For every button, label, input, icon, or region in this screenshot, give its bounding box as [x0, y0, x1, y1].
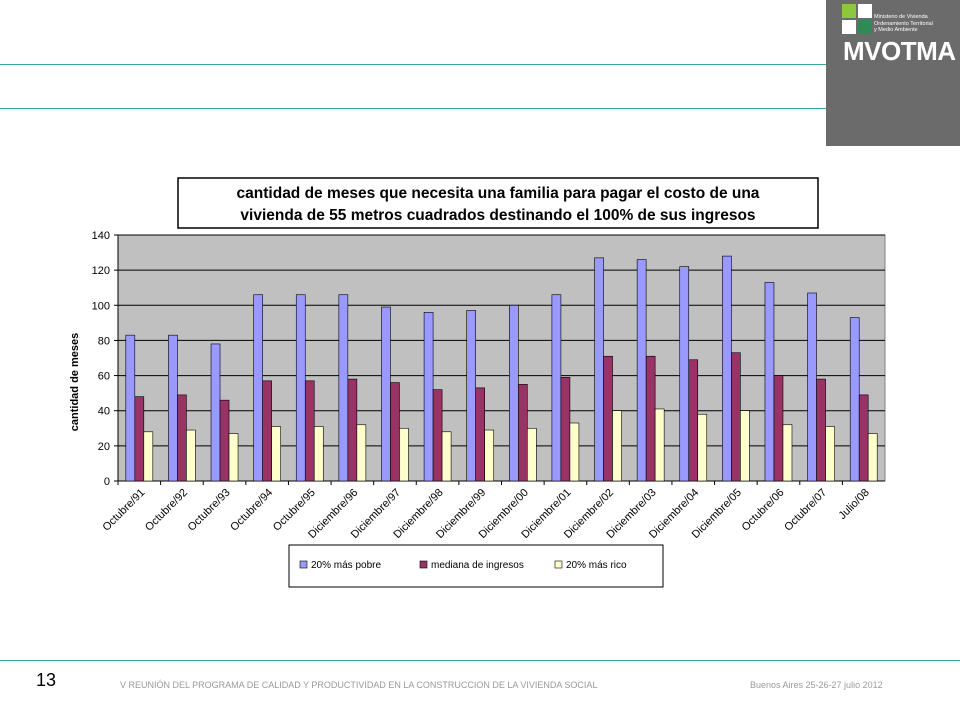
- bar: [347, 378, 358, 482]
- y-tick-label: 60: [98, 371, 110, 383]
- bar: [475, 387, 485, 482]
- bar: [764, 282, 775, 482]
- y-tick-label: 40: [98, 406, 110, 418]
- chart-title-line-2: vivienda de 55 metros cuadrados destinan…: [240, 207, 755, 224]
- bar: [518, 384, 528, 482]
- legend-label: mediana de ingresos: [431, 560, 524, 571]
- x-axis-ticks: Octubre/91Octubre/92Octubre/93Octubre/94…: [100, 481, 872, 541]
- bar: [807, 292, 817, 482]
- x-tick-label: Julio/08: [837, 487, 872, 522]
- bar: [612, 410, 622, 482]
- bars: [125, 255, 878, 482]
- bar: [295, 294, 306, 482]
- footer-event-date: Buenos Aires 25-26-27 julio 2012: [750, 680, 883, 690]
- bar: [816, 378, 826, 482]
- bar: [645, 355, 656, 482]
- bar: [731, 352, 741, 482]
- legend-label: 20% más rico: [566, 560, 627, 571]
- ministry-line: y Medio Ambiente: [874, 27, 918, 33]
- bar: [603, 355, 613, 482]
- y-tick-label: 0: [104, 476, 110, 488]
- bar: [867, 433, 878, 482]
- bar: [390, 382, 400, 482]
- x-tick-label: Octubre/94: [228, 487, 275, 534]
- x-tick-label: Octubre/91: [100, 487, 147, 534]
- header-rule-top: [0, 64, 826, 65]
- x-tick-label: Octubre/07: [782, 487, 829, 534]
- y-axis-ticks: 0 20 40 60 80 100 120 140: [92, 230, 118, 488]
- bar: [168, 334, 178, 482]
- bar: [381, 306, 391, 482]
- bar: [143, 431, 154, 482]
- bar: [773, 375, 784, 482]
- bar: [466, 310, 476, 482]
- bar: [697, 413, 708, 482]
- bar: [825, 426, 835, 482]
- y-tick-label: 120: [92, 265, 110, 277]
- bar: [441, 431, 452, 482]
- x-tick-label: Octubre/06: [740, 487, 787, 534]
- bar: [560, 377, 571, 482]
- bar: [551, 294, 562, 482]
- legend-box: [288, 544, 664, 588]
- header-rule-bottom: [0, 108, 826, 109]
- page-number: 13: [36, 670, 57, 690]
- y-axis-label: cantidad de meses: [69, 333, 81, 431]
- bar: [186, 429, 196, 482]
- bar: [313, 426, 324, 482]
- ministry-line: Ordenamiento Territorial: [874, 20, 933, 27]
- ministry-name: Ministerio de Vivienda Ordenamiento Terr…: [874, 14, 954, 34]
- y-tick-label: 80: [98, 335, 110, 347]
- bar: [228, 433, 239, 482]
- logo-text: MVOTMA: [843, 36, 956, 66]
- legend: 20% más pobre mediana de ingresos 20% más …: [299, 560, 627, 571]
- y-tick-label: 100: [92, 300, 110, 312]
- legend-swatch: [419, 560, 428, 569]
- bar: [569, 422, 580, 482]
- bar: [782, 424, 793, 482]
- footer-event-title: V REUNIÓN DEL PROGRAMA DE CALIDAD Y PROD…: [120, 680, 598, 690]
- footer-rule: [0, 660, 960, 661]
- y-tick-label: 140: [92, 230, 110, 242]
- bar: [594, 257, 604, 482]
- bar: [740, 410, 750, 482]
- bar: [679, 266, 690, 482]
- bar: [484, 429, 494, 482]
- bar: [271, 426, 281, 482]
- bar: [125, 334, 136, 482]
- chart-title-box: [177, 177, 819, 229]
- x-tick-label: Octubre/92: [143, 487, 190, 534]
- legend-label: 20% más pobre: [311, 560, 381, 571]
- bar: [527, 427, 537, 482]
- bar: [858, 394, 869, 482]
- bar: [338, 294, 349, 482]
- bar: [399, 427, 409, 482]
- bar: [134, 396, 145, 482]
- bar: [262, 380, 272, 482]
- ministry-line: Ministerio de Vivienda: [874, 14, 928, 20]
- chart-title-line-1: cantidad de meses que necesita una famil…: [237, 185, 760, 202]
- bar: [177, 394, 187, 482]
- bar: [304, 380, 315, 482]
- y-tick-label: 20: [98, 441, 110, 453]
- bar: [219, 399, 230, 482]
- legend-swatch: [554, 560, 563, 569]
- bar: [423, 312, 434, 482]
- bar: [654, 408, 665, 482]
- bar: [722, 255, 732, 482]
- x-tick-label: Octubre/93: [186, 487, 233, 534]
- bar: [253, 294, 263, 482]
- bar: [688, 359, 699, 482]
- bar: [356, 424, 367, 482]
- bar: [210, 343, 221, 482]
- bar: [636, 259, 647, 482]
- logo-emblem-icon: [842, 4, 872, 34]
- legend-swatch: [299, 560, 308, 569]
- ministry-logo: [826, 0, 960, 146]
- bar: [849, 317, 860, 482]
- bar: [432, 389, 443, 482]
- bar: [509, 304, 519, 482]
- bar-chart: cantidad de meses que necesita una famil…: [69, 177, 886, 588]
